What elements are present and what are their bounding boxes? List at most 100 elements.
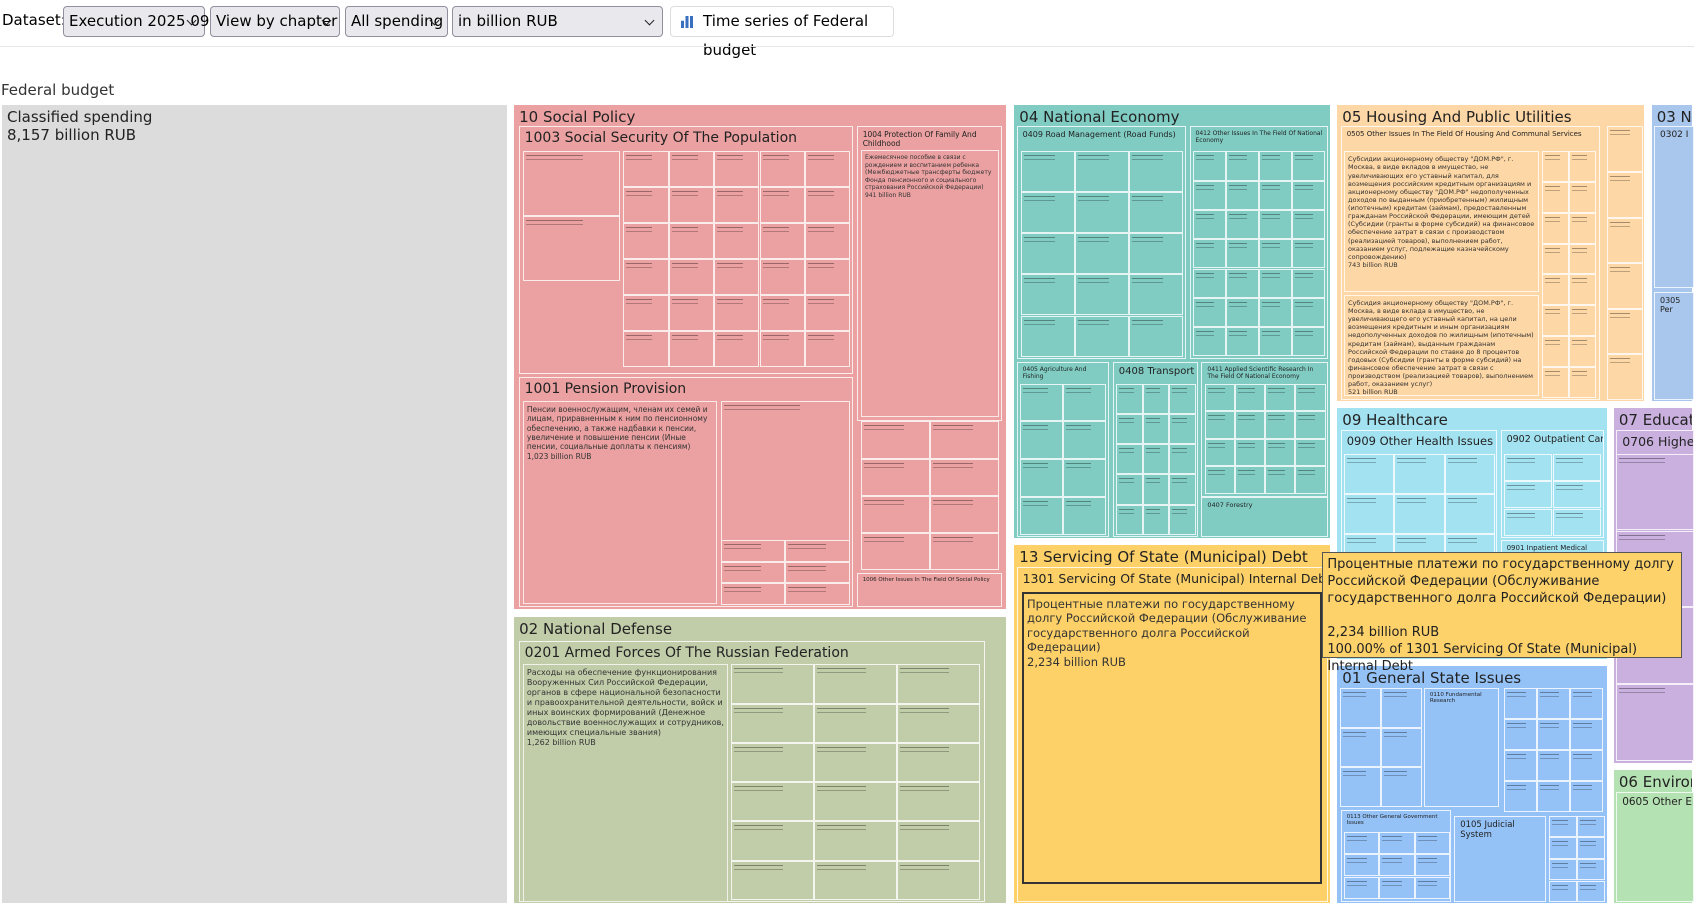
tile-text bbox=[671, 191, 698, 197]
tile bbox=[1291, 268, 1325, 298]
tile-text bbox=[1195, 301, 1215, 307]
tile bbox=[1577, 815, 1606, 838]
tile bbox=[897, 703, 980, 743]
tile bbox=[804, 259, 851, 296]
chapter-label: 03 Nat bbox=[1656, 107, 1692, 126]
tile-text bbox=[1023, 196, 1056, 202]
tile bbox=[1344, 876, 1380, 899]
tile-text bbox=[933, 537, 974, 543]
spending-select[interactable]: All spending bbox=[345, 6, 448, 37]
tile-text bbox=[1417, 858, 1438, 864]
leaf-cell: Расходы на обеспечение функционирования … bbox=[522, 664, 729, 903]
tile bbox=[1258, 180, 1292, 210]
subchapter-label: 1006 Other Issues In The Field Of Social… bbox=[862, 576, 990, 583]
tile bbox=[1503, 453, 1553, 482]
tile-text bbox=[1540, 692, 1559, 698]
tile bbox=[1537, 781, 1571, 813]
tile bbox=[1258, 239, 1292, 269]
tile bbox=[1541, 336, 1569, 367]
leaf-value: 2,234 billion RUB bbox=[1027, 654, 1126, 669]
tile bbox=[861, 533, 931, 571]
tile-text bbox=[1132, 155, 1164, 161]
tile-text bbox=[1347, 880, 1367, 886]
subchapter-label: 0302 I bbox=[1660, 130, 1689, 141]
tile-text bbox=[807, 335, 834, 341]
tile bbox=[1075, 233, 1129, 275]
tile-text bbox=[1544, 340, 1560, 345]
tile bbox=[1568, 366, 1596, 398]
tile bbox=[714, 295, 760, 332]
subchapter-label: 0105 Judicial System bbox=[1460, 819, 1515, 840]
tile bbox=[861, 458, 931, 496]
subchapter-label: 0412 Other Issues In The Field Of Nation… bbox=[1195, 130, 1323, 145]
tile-text bbox=[1342, 771, 1367, 777]
tile bbox=[1265, 438, 1296, 467]
tile-text bbox=[1552, 862, 1568, 868]
units-select[interactable]: in billion RUB bbox=[452, 6, 663, 37]
tile bbox=[1258, 297, 1292, 328]
time-series-button[interactable]: Time series of Federal budget bbox=[670, 6, 894, 59]
dataset-select[interactable]: Execution 2025 09 bbox=[63, 6, 209, 37]
tile-text bbox=[1268, 387, 1286, 393]
tile bbox=[1129, 192, 1183, 234]
tile-text bbox=[1571, 155, 1587, 161]
tile bbox=[1606, 126, 1644, 172]
tile-text bbox=[1573, 754, 1592, 760]
tile bbox=[1291, 209, 1325, 240]
tile-text bbox=[1023, 319, 1056, 325]
tile bbox=[1570, 719, 1604, 751]
tile bbox=[714, 331, 760, 368]
view-select[interactable]: View by chapter bbox=[210, 6, 340, 37]
divider bbox=[0, 46, 1694, 47]
tile-text bbox=[1145, 417, 1161, 423]
tile bbox=[668, 295, 715, 332]
tile bbox=[1204, 411, 1235, 439]
tile bbox=[1192, 297, 1226, 328]
tile-text bbox=[717, 263, 744, 269]
tile bbox=[623, 259, 669, 296]
subchapter-label: 0605 Other Env bbox=[1622, 795, 1693, 808]
tile-text bbox=[1023, 237, 1056, 243]
tile bbox=[1225, 239, 1259, 269]
tile bbox=[1568, 305, 1596, 336]
tile bbox=[714, 223, 760, 260]
tile-text bbox=[1552, 819, 1568, 825]
tile-text bbox=[1237, 442, 1255, 448]
tile bbox=[1204, 466, 1235, 494]
tile-text bbox=[626, 335, 653, 341]
tile-text bbox=[1342, 692, 1367, 698]
tile-text bbox=[1207, 415, 1225, 421]
tile-text bbox=[1347, 537, 1377, 543]
tile-text bbox=[1261, 213, 1281, 219]
tile bbox=[759, 187, 805, 224]
tile bbox=[804, 223, 851, 260]
tile bbox=[930, 495, 1000, 534]
tile-text bbox=[762, 263, 789, 269]
tile bbox=[1606, 217, 1644, 264]
subchapter-label: 1301 Servicing Of State (Municipal) Inte… bbox=[1022, 571, 1328, 587]
tile-text bbox=[1119, 387, 1134, 393]
tile bbox=[1344, 453, 1395, 494]
tile-text bbox=[817, 864, 866, 870]
tile-text bbox=[1119, 448, 1134, 453]
tile bbox=[1606, 172, 1644, 218]
tile bbox=[759, 331, 805, 368]
tile-text bbox=[717, 299, 744, 305]
tile bbox=[1380, 767, 1422, 807]
tile-text bbox=[1573, 785, 1592, 791]
tile bbox=[1414, 854, 1450, 877]
tile bbox=[1541, 212, 1569, 244]
tile bbox=[1020, 192, 1075, 234]
tile bbox=[1265, 383, 1296, 411]
tile-text bbox=[1228, 331, 1248, 337]
tile bbox=[1063, 459, 1107, 497]
tile-text bbox=[1580, 841, 1596, 847]
tile-text bbox=[1261, 155, 1281, 161]
tile-text bbox=[817, 786, 866, 792]
tile-text bbox=[1571, 309, 1587, 315]
chapter-label: 06 Environ bbox=[1618, 773, 1694, 792]
subchapter-label: 0113 Other General Government Issues bbox=[1346, 814, 1438, 827]
tile-text bbox=[762, 191, 789, 197]
tile-text bbox=[1228, 155, 1248, 161]
dataset-label: Dataset: bbox=[2, 11, 66, 29]
